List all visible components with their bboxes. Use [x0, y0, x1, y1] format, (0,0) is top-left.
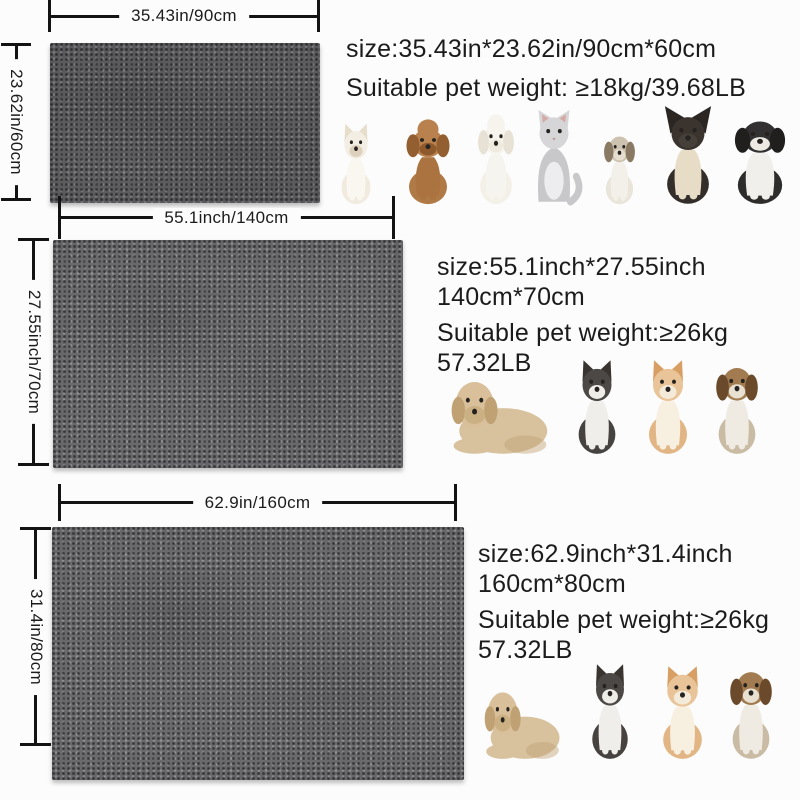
width-dimension-1: 35.43in/90cm — [48, 0, 320, 32]
pet-brown-toy-poodle — [398, 118, 458, 206]
width-dimension-2: 55.1inch/140cm — [58, 196, 395, 239]
weight-line: Suitable pet weight:≥26kg — [478, 606, 770, 634]
size-text-90x60: size:35.43in*23.62in/90cm*60cm Suitable … — [346, 30, 746, 108]
mat-90x60cm — [50, 43, 320, 203]
size-text-140x70: size:55.1inch*27.55inch 140cm*70cm Suita… — [437, 252, 728, 378]
size-text-160x80: size:62.9inch*31.4inch 160cm*80cm Suitab… — [478, 539, 769, 665]
weight-line: Suitable pet weight: ≥18kg/39.68LB — [346, 74, 746, 102]
pet-husky — [568, 357, 626, 456]
pet-row-3 — [0, 649, 800, 761]
pet-spotted-puppy — [598, 127, 641, 206]
pet-border-collie-puppy — [725, 110, 795, 206]
pet-husky — [582, 661, 638, 761]
height-dimension-1: 23.62in/60cm — [1, 43, 31, 201]
width-dimension-3: 62.9in/160cm — [58, 484, 457, 521]
pet-black-chihuahua — [655, 105, 721, 206]
height-dimension-2: 27.55inch/70cm — [18, 238, 49, 466]
pet-white-poodle — [471, 113, 521, 206]
weight-line-lb: 57.32LB — [437, 349, 532, 377]
pet-beagle — [708, 356, 766, 456]
mat-160x80cm — [52, 527, 464, 780]
pet-french-bulldog — [333, 121, 379, 206]
weight-line: Suitable pet weight:≥26kg — [437, 319, 729, 347]
weight-line-lb: 57.32LB — [478, 636, 573, 664]
size-line-cm: 160cm*80cm — [478, 570, 626, 598]
pet-shiba-inu — [652, 663, 713, 761]
pet-labrador-puppy — [478, 685, 564, 761]
size-line: size:35.43in*23.62in/90cm*60cm — [346, 35, 717, 63]
pet-row-1 — [0, 94, 800, 206]
pet-labrador-puppy — [443, 374, 553, 456]
height-dimension-3: 31.4in/80cm — [20, 527, 51, 746]
pet-row-2 — [0, 344, 800, 456]
width-dimension-label: 55.1inch/140cm — [152, 207, 301, 228]
mat-140x70cm — [53, 240, 403, 468]
pet-shiba-inu — [638, 357, 698, 456]
pet-gray-cat — [525, 109, 583, 206]
width-dimension-label: 35.43in/90cm — [119, 6, 249, 26]
size-line: size:55.1inch*27.55inch — [437, 253, 706, 281]
size-line-cm: 140cm*70cm — [437, 283, 585, 311]
width-dimension-label: 62.9in/160cm — [192, 492, 323, 513]
pet-beagle — [722, 660, 780, 761]
size-line: size:62.9inch*31.4inch — [478, 540, 733, 568]
